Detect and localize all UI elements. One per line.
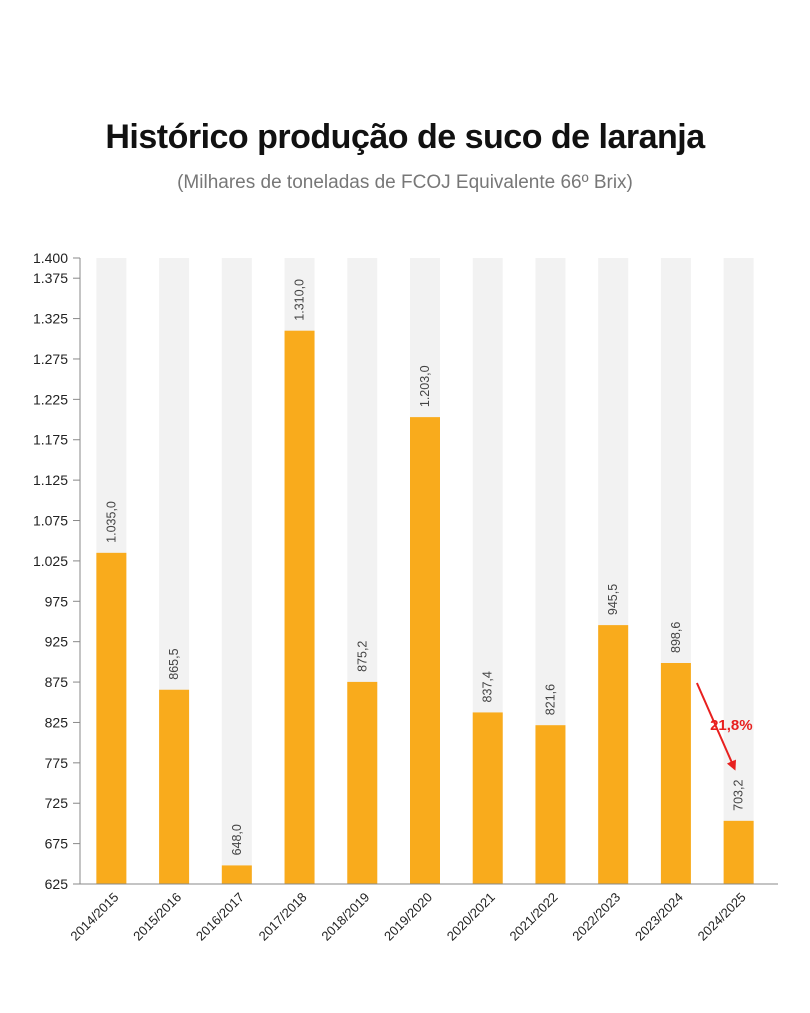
bar (159, 689, 190, 884)
y-tick-label: 975 (45, 593, 69, 609)
y-tick-label: 875 (45, 674, 69, 690)
x-tick-label: 2017/2018 (256, 890, 310, 944)
y-tick-label: 1.400 (33, 250, 68, 266)
data-label: 648,0 (230, 824, 244, 855)
data-bars (96, 330, 754, 884)
change-annotation: 21,8% (695, 682, 753, 771)
y-tick-label: 925 (45, 634, 69, 650)
data-label: 1.203,0 (418, 365, 432, 407)
x-tick-label: 2022/2023 (569, 890, 623, 944)
data-label: 875,2 (355, 641, 369, 672)
y-tick-label: 675 (45, 836, 69, 852)
chart-subtitle: (Milhares de toneladas de FCOJ Equivalen… (177, 172, 633, 193)
bar (410, 417, 440, 884)
x-tick-label: 2019/2020 (381, 890, 435, 944)
x-tick-label: 2015/2016 (130, 890, 184, 944)
data-label: 1.035,0 (104, 501, 118, 543)
bar (284, 330, 315, 884)
y-tick-label: 775 (45, 755, 69, 771)
y-tick-label: 625 (45, 876, 69, 892)
bar (723, 820, 754, 884)
x-tick-label: 2024/2025 (695, 890, 749, 944)
bar (347, 681, 378, 884)
y-tick-label: 1.125 (33, 472, 68, 488)
background-bar (221, 258, 252, 884)
data-label: 865,5 (167, 648, 181, 679)
x-tick-label: 2018/2019 (318, 890, 372, 944)
x-tick-label: 2023/2024 (632, 890, 686, 944)
x-tick-label: 2020/2021 (444, 890, 498, 944)
y-axis: 625 675 725 775 825 875 925 975 1.025 1.075 1.125 1… (33, 250, 778, 892)
chart-title: Histórico produção de suco de laranja (105, 118, 705, 156)
bar (221, 865, 252, 884)
y-tick-label: 1.375 (33, 270, 68, 286)
decline-arrow (695, 682, 736, 771)
data-label: 898,6 (669, 622, 683, 653)
y-tick-label: 1.275 (33, 351, 68, 367)
y-tick-label: 1.175 (33, 432, 68, 448)
bar (598, 625, 629, 884)
y-tick-label: 725 (45, 795, 69, 811)
data-label: 703,2 (732, 780, 746, 811)
bar (96, 552, 127, 884)
data-label: 1.310,0 (293, 279, 307, 321)
y-tick-label: 1.075 (33, 513, 68, 529)
y-tick-label: 1.025 (33, 553, 68, 569)
x-tick-label: 2016/2017 (193, 890, 247, 944)
y-tick-label: 825 (45, 714, 69, 730)
change-percent-label: 21,8% (710, 717, 753, 734)
x-tick-label: 2014/2015 (67, 890, 121, 944)
bar (660, 663, 691, 884)
data-label: 837,4 (481, 671, 495, 702)
data-labels: 1.035,0 865,5 648,0 1.310,0 875,2 1.203,0 837,… (104, 279, 745, 855)
bar (535, 725, 566, 884)
bar (472, 712, 503, 884)
background-bar (723, 258, 754, 884)
x-axis-labels: 2014/2015 2015/2016 2016/2017 2017/2018 2018… (67, 890, 748, 944)
data-label: 821,6 (543, 684, 557, 715)
y-tick-label: 1.225 (33, 391, 68, 407)
x-tick-label: 2021/2022 (507, 890, 561, 944)
data-label: 945,5 (606, 584, 620, 615)
y-tick-label: 1.325 (33, 311, 68, 327)
